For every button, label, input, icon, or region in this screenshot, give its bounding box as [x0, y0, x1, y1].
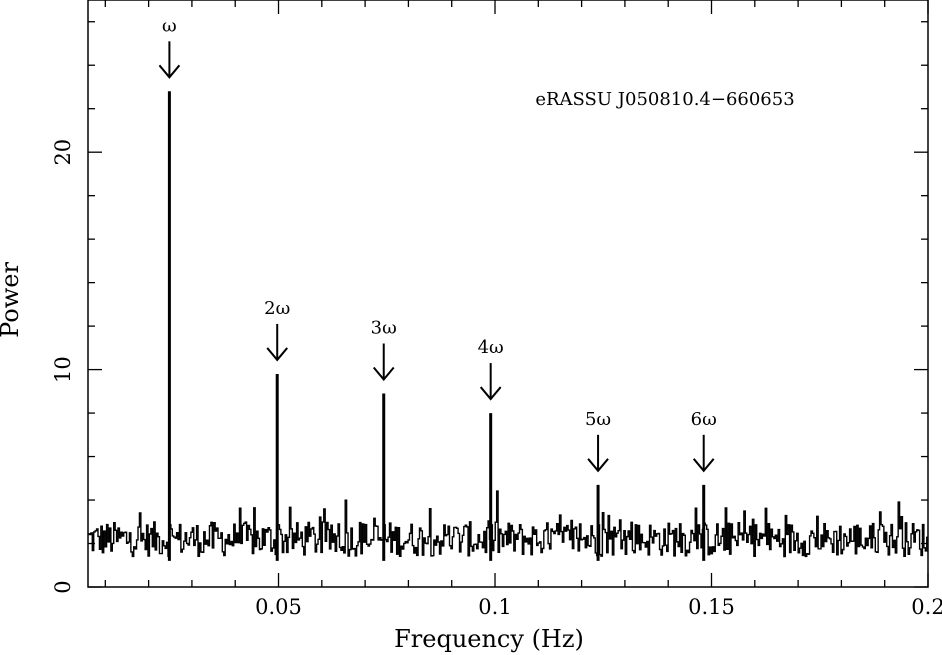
axis-ticks	[88, 0, 929, 588]
y-tick-label: 10	[51, 356, 75, 383]
harmonic-arrow-head	[587, 458, 609, 473]
harmonic-arrows: ω 2ω 3ω 4ω 5ω 6ω	[158, 15, 717, 473]
x-tick-label: 0.15	[688, 595, 735, 619]
harmonic-arrow-head	[266, 347, 288, 362]
harmonic-arrow-head	[479, 386, 502, 401]
y-tick-label: 20	[51, 139, 75, 166]
harmonic-arrow-head	[158, 64, 181, 79]
x-tick-label: 0.2	[911, 595, 942, 619]
harmonic-label: 3ω	[371, 318, 397, 339]
y-axis-title: Power	[0, 262, 24, 338]
harmonic-arrow-head	[372, 366, 395, 382]
power-spectrum-line	[88, 490, 928, 558]
x-tick-label: 0.05	[255, 595, 302, 619]
y-tick-label: 0	[51, 580, 75, 593]
harmonic-label: 5ω	[585, 409, 611, 430]
harmonic-label: 4ω	[478, 337, 504, 358]
x-tick-label: 0.1	[478, 595, 511, 619]
harmonic-peaks	[167, 91, 706, 561]
harmonic-arrow-head	[692, 458, 715, 473]
plot-frame	[87, 0, 929, 588]
harmonic-label: 6ω	[691, 409, 717, 430]
x-axis-title: Frequency (Hz)	[394, 625, 584, 653]
harmonic-label: ω	[162, 15, 177, 36]
tick-labels: 0.05 0.1 0.15 0.2 0 10 20	[51, 139, 942, 619]
harmonic-label: 2ω	[264, 298, 290, 319]
source-annotation: eRASSU J050810.4−660653	[535, 89, 794, 110]
